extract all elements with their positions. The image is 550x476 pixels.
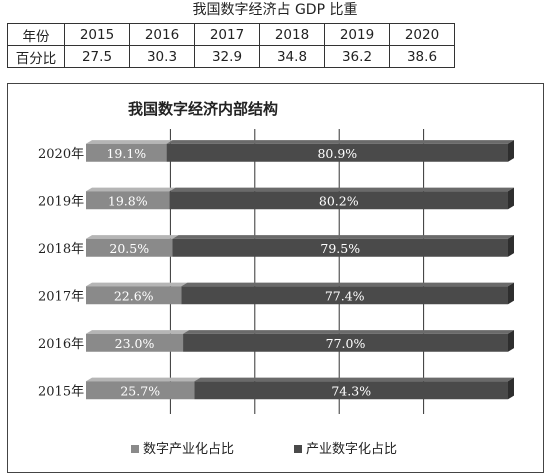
chart-frame: 我国数字经济内部结构 2020年 19.1% 80.9% 2019年 19.8% 80.2…: [7, 83, 544, 473]
year-cell: 2018: [259, 23, 325, 46]
label-layer: 2020年 19.1% 80.9% 2019年 19.8% 80.2% 2018年 20.5%…: [38, 146, 371, 400]
bar-industrial-digitalization: [172, 238, 508, 257]
gdp-share-table: 年份 2015 2016 2017 2018 2019 2020 百分比 27.…: [7, 23, 455, 68]
data-label: 19.8%: [108, 193, 148, 208]
percent-cell: 38.6: [389, 45, 455, 68]
legend-label-digital-industrialization: 数字产业化占比: [143, 442, 234, 457]
data-label: 77.0%: [326, 336, 366, 351]
year-cell: 2020: [389, 23, 455, 46]
data-label: 74.3%: [331, 383, 371, 398]
bar-industrial-digitalization: [169, 191, 508, 210]
table-row-years: 年份 2015 2016 2017 2018 2019 2020: [7, 23, 455, 46]
data-label: 79.5%: [320, 241, 360, 256]
percent-cell: 36.2: [324, 45, 390, 68]
bar-industrial-digitalization: [194, 381, 509, 400]
bar-top-face: [166, 140, 515, 144]
bar-top-face: [86, 377, 201, 382]
bar-digital-industrialization: [86, 191, 170, 210]
bar-top-face: [86, 140, 173, 144]
category-label: 2016年: [38, 337, 84, 352]
year-cell: 2017: [194, 23, 260, 46]
bar-top-face: [86, 187, 176, 192]
year-cell: 2016: [129, 23, 195, 46]
bar-industrial-digitalization: [166, 143, 509, 162]
bar-top-face: [172, 235, 514, 239]
year-cell: 2015: [64, 23, 130, 46]
legend-swatch-industrial-digitalization: [294, 445, 302, 453]
grid-layer: [169, 129, 425, 414]
row-header-year: 年份: [7, 23, 65, 46]
bar-industrial-digitalization: [181, 286, 508, 305]
data-label: 22.6%: [114, 288, 154, 303]
category-label: 2017年: [38, 289, 84, 304]
bar-top-face: [194, 377, 515, 382]
bar-layer: [86, 140, 515, 400]
data-label: 80.2%: [319, 193, 359, 208]
bar-side-face: [508, 282, 514, 305]
bar-digital-industrialization: [86, 333, 184, 352]
bar-digital-industrialization: [86, 238, 173, 257]
percent-cell: 30.3: [129, 45, 195, 68]
bar-side-face: [508, 377, 514, 400]
category-label: 2019年: [38, 194, 84, 209]
table-row-percent: 百分比 27.5 30.3 32.9 34.8 36.2 38.6: [7, 45, 455, 68]
bar-side-face: [508, 235, 514, 257]
stacked-bar-chart: 我国数字经济内部结构 2020年 19.1% 80.9% 2019年 19.8% 80.2…: [38, 100, 515, 457]
data-label: 77.4%: [325, 288, 365, 303]
bar-digital-industrialization: [86, 143, 167, 162]
bar-digital-industrialization: [86, 381, 195, 400]
bar-side-face: [508, 187, 514, 210]
percent-cell: 34.8: [259, 45, 325, 68]
category-label: 2018年: [38, 242, 84, 257]
bar-digital-industrialization: [86, 286, 182, 305]
bar-top-face: [183, 330, 514, 334]
legend-label-industrial-digitalization: 产业数字化占比: [306, 442, 397, 457]
bar-side-face: [508, 140, 514, 162]
page-title: 我国数字经济占 GDP 比重: [192, 2, 358, 18]
row-header-percent: 百分比: [7, 45, 65, 68]
data-label: 25.7%: [120, 383, 160, 398]
legend-swatch-digital-industrialization: [131, 445, 139, 453]
data-label: 23.0%: [115, 336, 155, 351]
percent-cell: 27.5: [64, 45, 130, 68]
year-cell: 2019: [324, 23, 390, 46]
chart-title: 我国数字经济内部结构: [128, 100, 278, 118]
legend: 数字产业化占比 产业数字化占比: [131, 442, 397, 457]
data-label: 20.5%: [109, 241, 149, 256]
bar-top-face: [86, 330, 190, 334]
bar-industrial-digitalization: [183, 333, 508, 352]
bar-top-face: [181, 282, 514, 287]
percent-cell: 32.9: [194, 45, 260, 68]
category-label: 2015年: [38, 384, 84, 399]
bar-top-face: [169, 187, 514, 192]
category-label: 2020年: [38, 147, 84, 162]
data-label: 19.1%: [106, 146, 146, 161]
bar-side-face: [508, 330, 514, 352]
bar-top-face: [86, 282, 188, 287]
data-label: 80.9%: [317, 146, 357, 161]
bar-top-face: [86, 235, 179, 239]
